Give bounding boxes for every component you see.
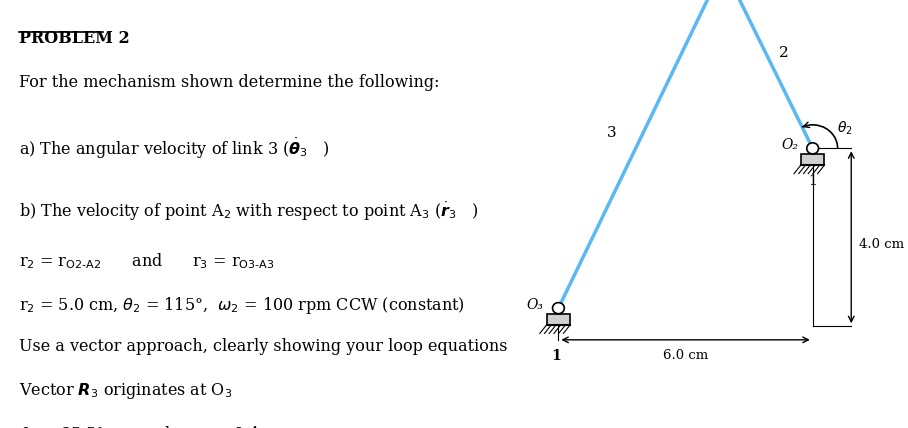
Bar — [801, 154, 824, 165]
Text: O₃: O₃ — [527, 298, 544, 312]
Text: 2: 2 — [779, 46, 789, 60]
Bar — [547, 314, 570, 325]
Text: For the mechanism shown determine the following:: For the mechanism shown determine the fo… — [19, 74, 439, 91]
Text: r$_2$ = r$_{\rm O2\text{-}A2}$      and      r$_3$ = r$_{\rm O3\text{-}A3}$: r$_2$ = r$_{\rm O2\text{-}A2}$ and r$_3$… — [19, 252, 274, 271]
Text: Use a vector approach, clearly showing your loop equations: Use a vector approach, clearly showing y… — [19, 338, 508, 355]
Circle shape — [806, 143, 818, 154]
Text: $\theta_2$: $\theta_2$ — [836, 119, 853, 137]
Text: Vector $\boldsymbol{R}_3$ originates at O$_3$: Vector $\boldsymbol{R}_3$ originates at … — [19, 381, 232, 401]
Text: $\theta_3$ = 65.5°       and     r$_3$ = 9.4 cm: $\theta_3$ = 65.5° and r$_3$ = 9.4 cm — [19, 425, 290, 428]
Text: PROBLEM 2: PROBLEM 2 — [19, 30, 130, 47]
Circle shape — [552, 303, 565, 314]
Text: 1: 1 — [551, 349, 561, 363]
Text: r$_2$ = 5.0 cm, $\theta_2$ = 115°,  $\omega_2$ = 100 rpm CCW (constant): r$_2$ = 5.0 cm, $\theta_2$ = 115°, $\ome… — [19, 295, 465, 316]
Text: a) The angular velocity of link 3 ($\dot{\boldsymbol{\theta}}_3$   ): a) The angular velocity of link 3 ($\dot… — [19, 136, 330, 161]
Text: 6.0 cm: 6.0 cm — [663, 349, 708, 362]
Text: 4.0 cm: 4.0 cm — [859, 238, 904, 251]
Text: O₂: O₂ — [781, 138, 798, 152]
Text: 3: 3 — [607, 126, 617, 140]
Text: 1: 1 — [808, 175, 817, 188]
Text: b) The velocity of point A$_2$ with respect to point A$_3$ ($\dot{\boldsymbol{r}: b) The velocity of point A$_2$ with resp… — [19, 200, 479, 223]
